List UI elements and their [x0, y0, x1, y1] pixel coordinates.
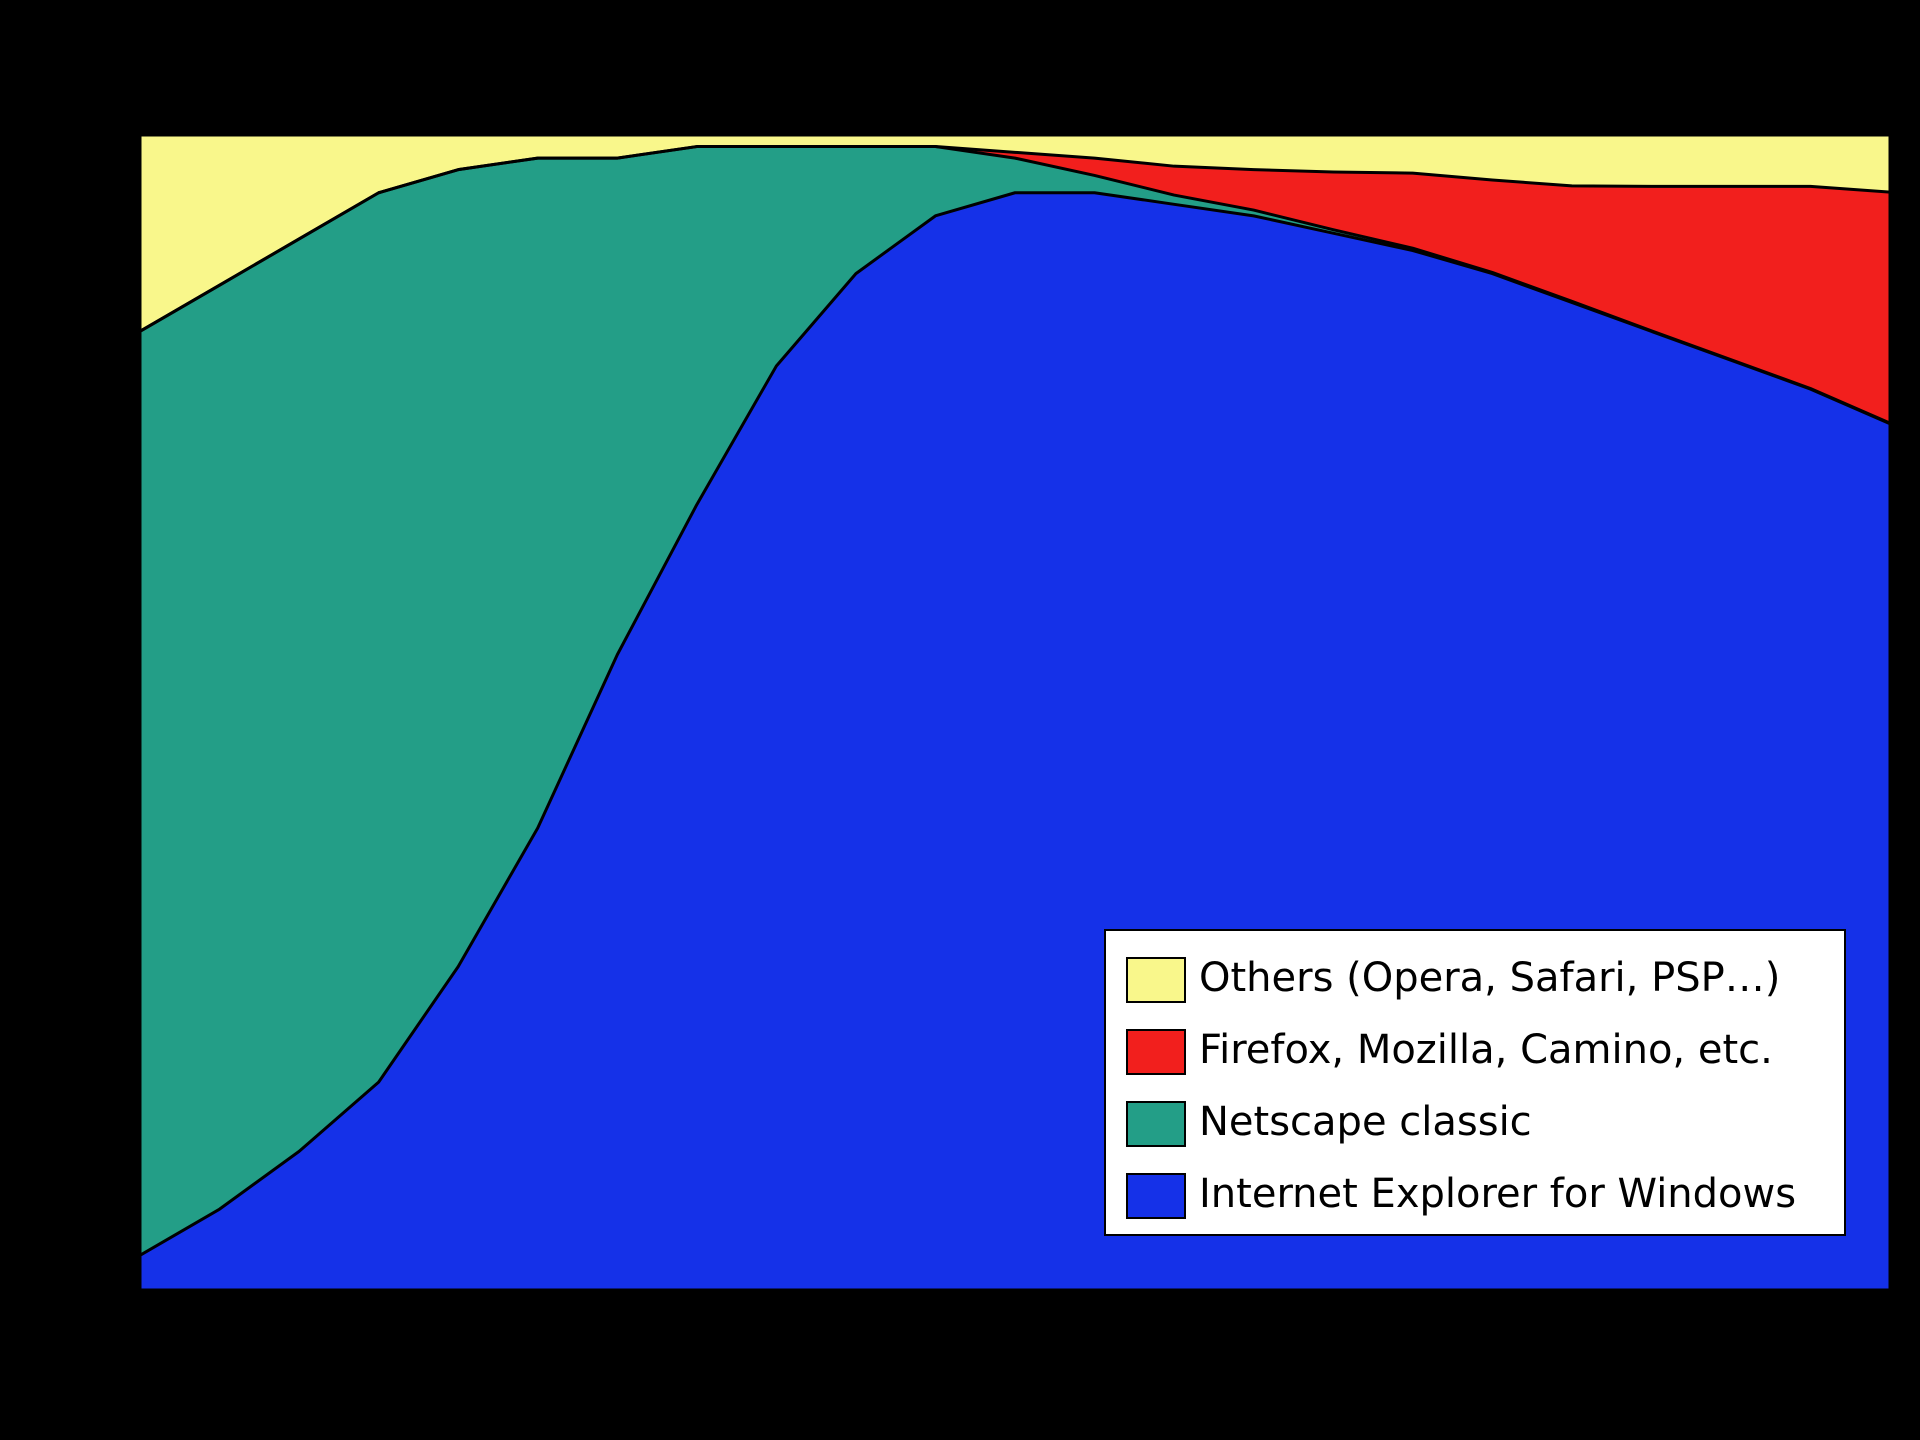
legend-label: Netscape classic — [1199, 1099, 1532, 1145]
legend-swatch — [1127, 1102, 1185, 1146]
area-chart: Others (Opera, Safari, PSP…) Firefox, Moz… — [0, 0, 1920, 1440]
legend-swatch — [1127, 1030, 1185, 1074]
chart-container: Others (Opera, Safari, PSP…) Firefox, Moz… — [0, 0, 1920, 1440]
legend-label: Firefox, Mozilla, Camino, etc. — [1199, 1027, 1773, 1073]
legend-swatch — [1127, 958, 1185, 1002]
legend: Others (Opera, Safari, PSP…) Firefox, Moz… — [1105, 930, 1845, 1235]
legend-label: Internet Explorer for Windows — [1199, 1171, 1796, 1217]
legend-swatch — [1127, 1174, 1185, 1218]
legend-label: Others (Opera, Safari, PSP…) — [1199, 955, 1780, 1001]
